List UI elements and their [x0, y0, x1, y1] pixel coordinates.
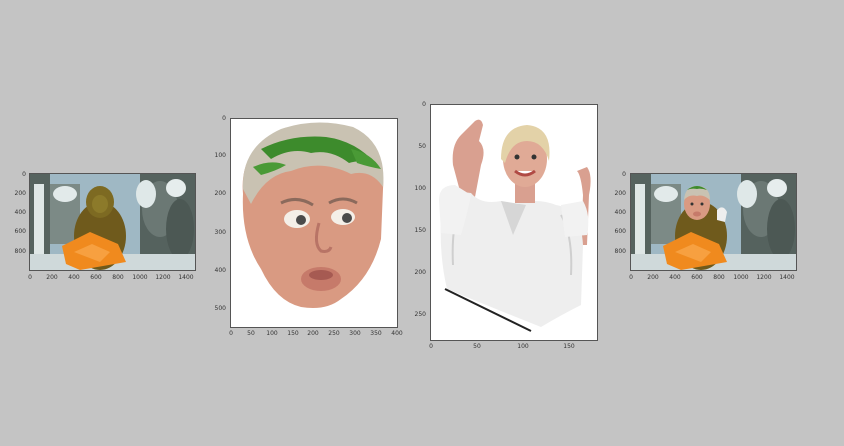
- y-tick-label: 50: [418, 143, 426, 150]
- y-tick-label: 0: [222, 115, 226, 122]
- x-tick-label: 250: [328, 330, 340, 337]
- x-tick-label: 1400: [178, 274, 194, 281]
- y-tick-label: 200: [214, 190, 226, 197]
- face-crop-image: [230, 118, 398, 328]
- x-tick-label: 100: [517, 343, 529, 350]
- x-tick-label: 200: [46, 274, 58, 281]
- x-tick-label: 100: [266, 330, 278, 337]
- y-tick-label: 0: [22, 171, 26, 178]
- x-tick-label: 0: [28, 274, 32, 281]
- x-tick-label: 400: [669, 274, 681, 281]
- y-tick-label: 100: [414, 185, 426, 192]
- y-tick-label: 0: [622, 171, 626, 178]
- body-illustration: [431, 105, 597, 340]
- y-tick-label: 150: [414, 227, 426, 234]
- x-tick-label: 800: [713, 274, 725, 281]
- x-tick-label: 50: [473, 343, 481, 350]
- y-tick-label: 600: [14, 228, 26, 235]
- x-tick-label: 0: [229, 330, 233, 337]
- x-tick-label: 150: [563, 343, 575, 350]
- y-tick-label: 300: [214, 229, 226, 236]
- x-tick-label: 800: [112, 274, 124, 281]
- x-tick-label: 1000: [132, 274, 148, 281]
- y-tick-label: 400: [614, 209, 626, 216]
- y-tick-label: 400: [214, 267, 226, 274]
- x-tick-label: 600: [691, 274, 703, 281]
- x-tick-label: 1400: [779, 274, 795, 281]
- x-tick-label: 200: [647, 274, 659, 281]
- face-illustration: [231, 119, 397, 327]
- x-tick-label: 50: [247, 330, 255, 337]
- x-tick-label: 350: [370, 330, 382, 337]
- x-tick-label: 1200: [756, 274, 772, 281]
- y-tick-label: 100: [214, 152, 226, 159]
- original-scene-image: [29, 173, 196, 271]
- body-crop-image: [430, 104, 598, 341]
- composite-illustration: [631, 174, 796, 270]
- x-tick-label: 600: [90, 274, 102, 281]
- x-tick-label: 1000: [733, 274, 749, 281]
- x-tick-label: 1200: [155, 274, 171, 281]
- x-tick-label: 400: [391, 330, 403, 337]
- x-tick-label: 300: [349, 330, 361, 337]
- y-tick-label: 250: [414, 311, 426, 318]
- y-tick-label: 600: [614, 228, 626, 235]
- x-tick-label: 150: [287, 330, 299, 337]
- x-tick-label: 400: [68, 274, 80, 281]
- y-tick-label: 0: [422, 101, 426, 108]
- y-tick-label: 500: [214, 305, 226, 312]
- y-tick-label: 400: [14, 209, 26, 216]
- x-tick-label: 200: [307, 330, 319, 337]
- x-tick-label: 0: [629, 274, 633, 281]
- y-tick-label: 200: [14, 190, 26, 197]
- scene-illustration: [30, 174, 195, 270]
- y-tick-label: 800: [614, 248, 626, 255]
- y-tick-label: 800: [14, 248, 26, 255]
- y-tick-label: 200: [414, 269, 426, 276]
- y-tick-label: 200: [614, 190, 626, 197]
- composite-scene-image: [630, 173, 797, 271]
- x-tick-label: 0: [429, 343, 433, 350]
